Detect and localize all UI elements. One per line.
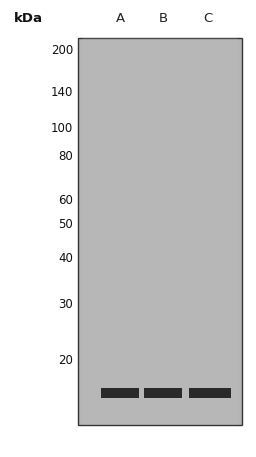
Text: 40: 40 bbox=[58, 251, 73, 265]
Bar bbox=[82, 38, 238, 425]
Text: 20: 20 bbox=[58, 354, 73, 367]
Text: 80: 80 bbox=[58, 150, 73, 164]
Text: B: B bbox=[158, 11, 168, 25]
Bar bbox=[78, 38, 242, 425]
Text: 100: 100 bbox=[51, 122, 73, 134]
Text: 30: 30 bbox=[58, 298, 73, 312]
Bar bbox=[144, 388, 182, 398]
Text: C: C bbox=[203, 11, 213, 25]
Bar bbox=[189, 388, 231, 398]
Text: 60: 60 bbox=[58, 193, 73, 207]
Bar bbox=[101, 388, 139, 398]
Text: 140: 140 bbox=[51, 86, 73, 100]
Text: A: A bbox=[115, 11, 125, 25]
Text: 200: 200 bbox=[51, 43, 73, 57]
Text: kDa: kDa bbox=[14, 11, 42, 25]
Text: 50: 50 bbox=[58, 218, 73, 232]
